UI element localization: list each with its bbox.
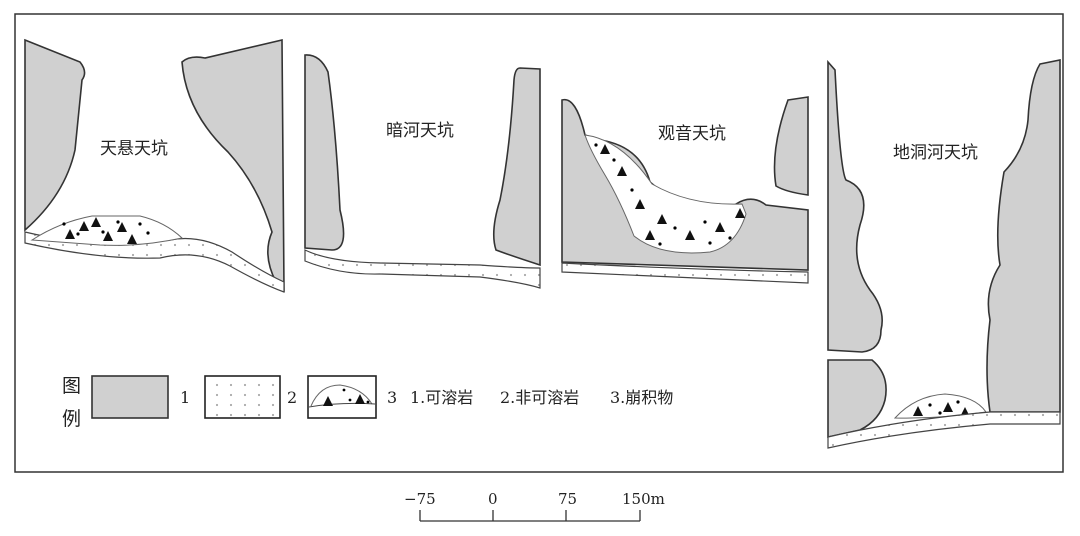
left-rock-wall xyxy=(24,38,86,232)
legend-number: 2 xyxy=(287,388,297,407)
legend-title-1: 图 xyxy=(62,375,81,397)
scale-tick-label: −75 xyxy=(404,490,436,508)
panel-didonghe: 地洞河天坑 xyxy=(827,59,1061,449)
panel-tianxuan: 天悬天坑 xyxy=(24,38,285,293)
legend-number: 1 xyxy=(180,388,190,407)
figure-frame xyxy=(14,13,1064,473)
right-rock-wall xyxy=(181,38,285,292)
legend-swatch-soluble-rock xyxy=(91,375,169,419)
bedrock-band xyxy=(561,262,809,284)
right-rock-wall xyxy=(773,96,809,196)
scale-tick-label: 150m xyxy=(622,490,665,508)
scale-tick-label: 75 xyxy=(558,490,577,508)
panel-label: 天悬天坑 xyxy=(100,139,168,159)
panel-anhe: 暗河天坑 xyxy=(304,54,541,289)
panel-label: 地洞河天坑 xyxy=(893,143,978,163)
colluvium-deposit xyxy=(584,134,747,254)
scale-tick-label: 0 xyxy=(488,490,498,508)
right-rock-wall xyxy=(492,67,541,267)
legend-title-2: 例 xyxy=(62,408,81,430)
legend-swatch-colluvium xyxy=(307,375,377,419)
legend-number: 3 xyxy=(387,388,397,407)
left-rock-wall-upper xyxy=(827,59,883,353)
legend: 图 例 1 2 3 1.可溶岩 2.非可溶岩 3.崩积物 xyxy=(62,375,673,430)
left-rock-wall xyxy=(304,54,345,251)
legend-item-text: 1.可溶岩 xyxy=(410,388,473,407)
legend-swatch-non-soluble-rock xyxy=(204,375,281,419)
panel-label: 暗河天坑 xyxy=(386,121,454,141)
legend-item-text: 3.崩积物 xyxy=(610,388,673,407)
bedrock-band xyxy=(304,249,541,289)
legend-item-text: 2.非可溶岩 xyxy=(500,388,579,407)
right-rock-wall xyxy=(986,59,1061,413)
left-rock-wall-lower xyxy=(827,359,887,438)
panel-guanyin: 观音天坑 xyxy=(561,96,809,284)
scale-bar xyxy=(419,510,641,522)
bedrock-band xyxy=(827,411,1061,449)
panel-label: 观音天坑 xyxy=(658,124,726,144)
